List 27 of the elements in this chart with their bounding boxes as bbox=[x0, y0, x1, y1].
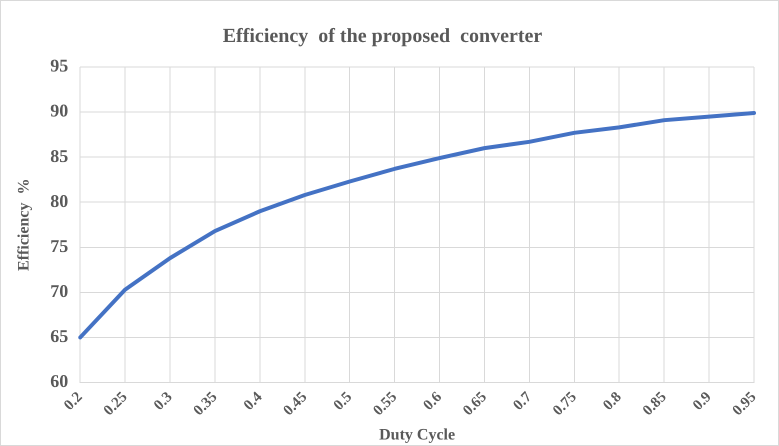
x-tick-label: 0.55 bbox=[370, 389, 400, 420]
y-tick-label: 90 bbox=[50, 100, 68, 121]
y-axis-title: Efficiency % bbox=[16, 178, 33, 271]
x-tick-label: 0.65 bbox=[460, 389, 490, 420]
x-tick-label: 0.6 bbox=[420, 388, 446, 414]
x-tick-label: 0.25 bbox=[100, 389, 131, 420]
x-tick-label: 0.4 bbox=[240, 388, 266, 414]
x-tick-label: 0.45 bbox=[280, 389, 310, 420]
x-tick-label: 0.3 bbox=[151, 389, 176, 414]
x-tick-label: 0.95 bbox=[730, 389, 760, 420]
y-tick-label: 80 bbox=[50, 190, 68, 211]
x-tick-label: 0.85 bbox=[640, 389, 670, 420]
x-tick-label: 0.8 bbox=[600, 389, 625, 414]
x-tick-label: 0.5 bbox=[330, 389, 356, 414]
chart-title: Efficiency of the proposed converter bbox=[222, 25, 542, 48]
y-tick-label: 75 bbox=[50, 236, 68, 256]
y-tick-label: 65 bbox=[50, 326, 68, 346]
x-axis-title: Duty Cycle bbox=[379, 426, 456, 444]
x-tick-label: 0.35 bbox=[190, 389, 221, 420]
y-tick-label: 95 bbox=[50, 56, 68, 76]
x-tick-label: 0.9 bbox=[690, 389, 715, 414]
y-tick-label: 60 bbox=[50, 371, 68, 392]
y-tick-label: 70 bbox=[50, 281, 68, 302]
x-tick-label: 0.7 bbox=[510, 388, 536, 414]
x-tick-label: 0.2 bbox=[61, 389, 86, 414]
y-tick-label: 85 bbox=[50, 146, 68, 166]
x-tick-label: 0.75 bbox=[550, 389, 580, 420]
